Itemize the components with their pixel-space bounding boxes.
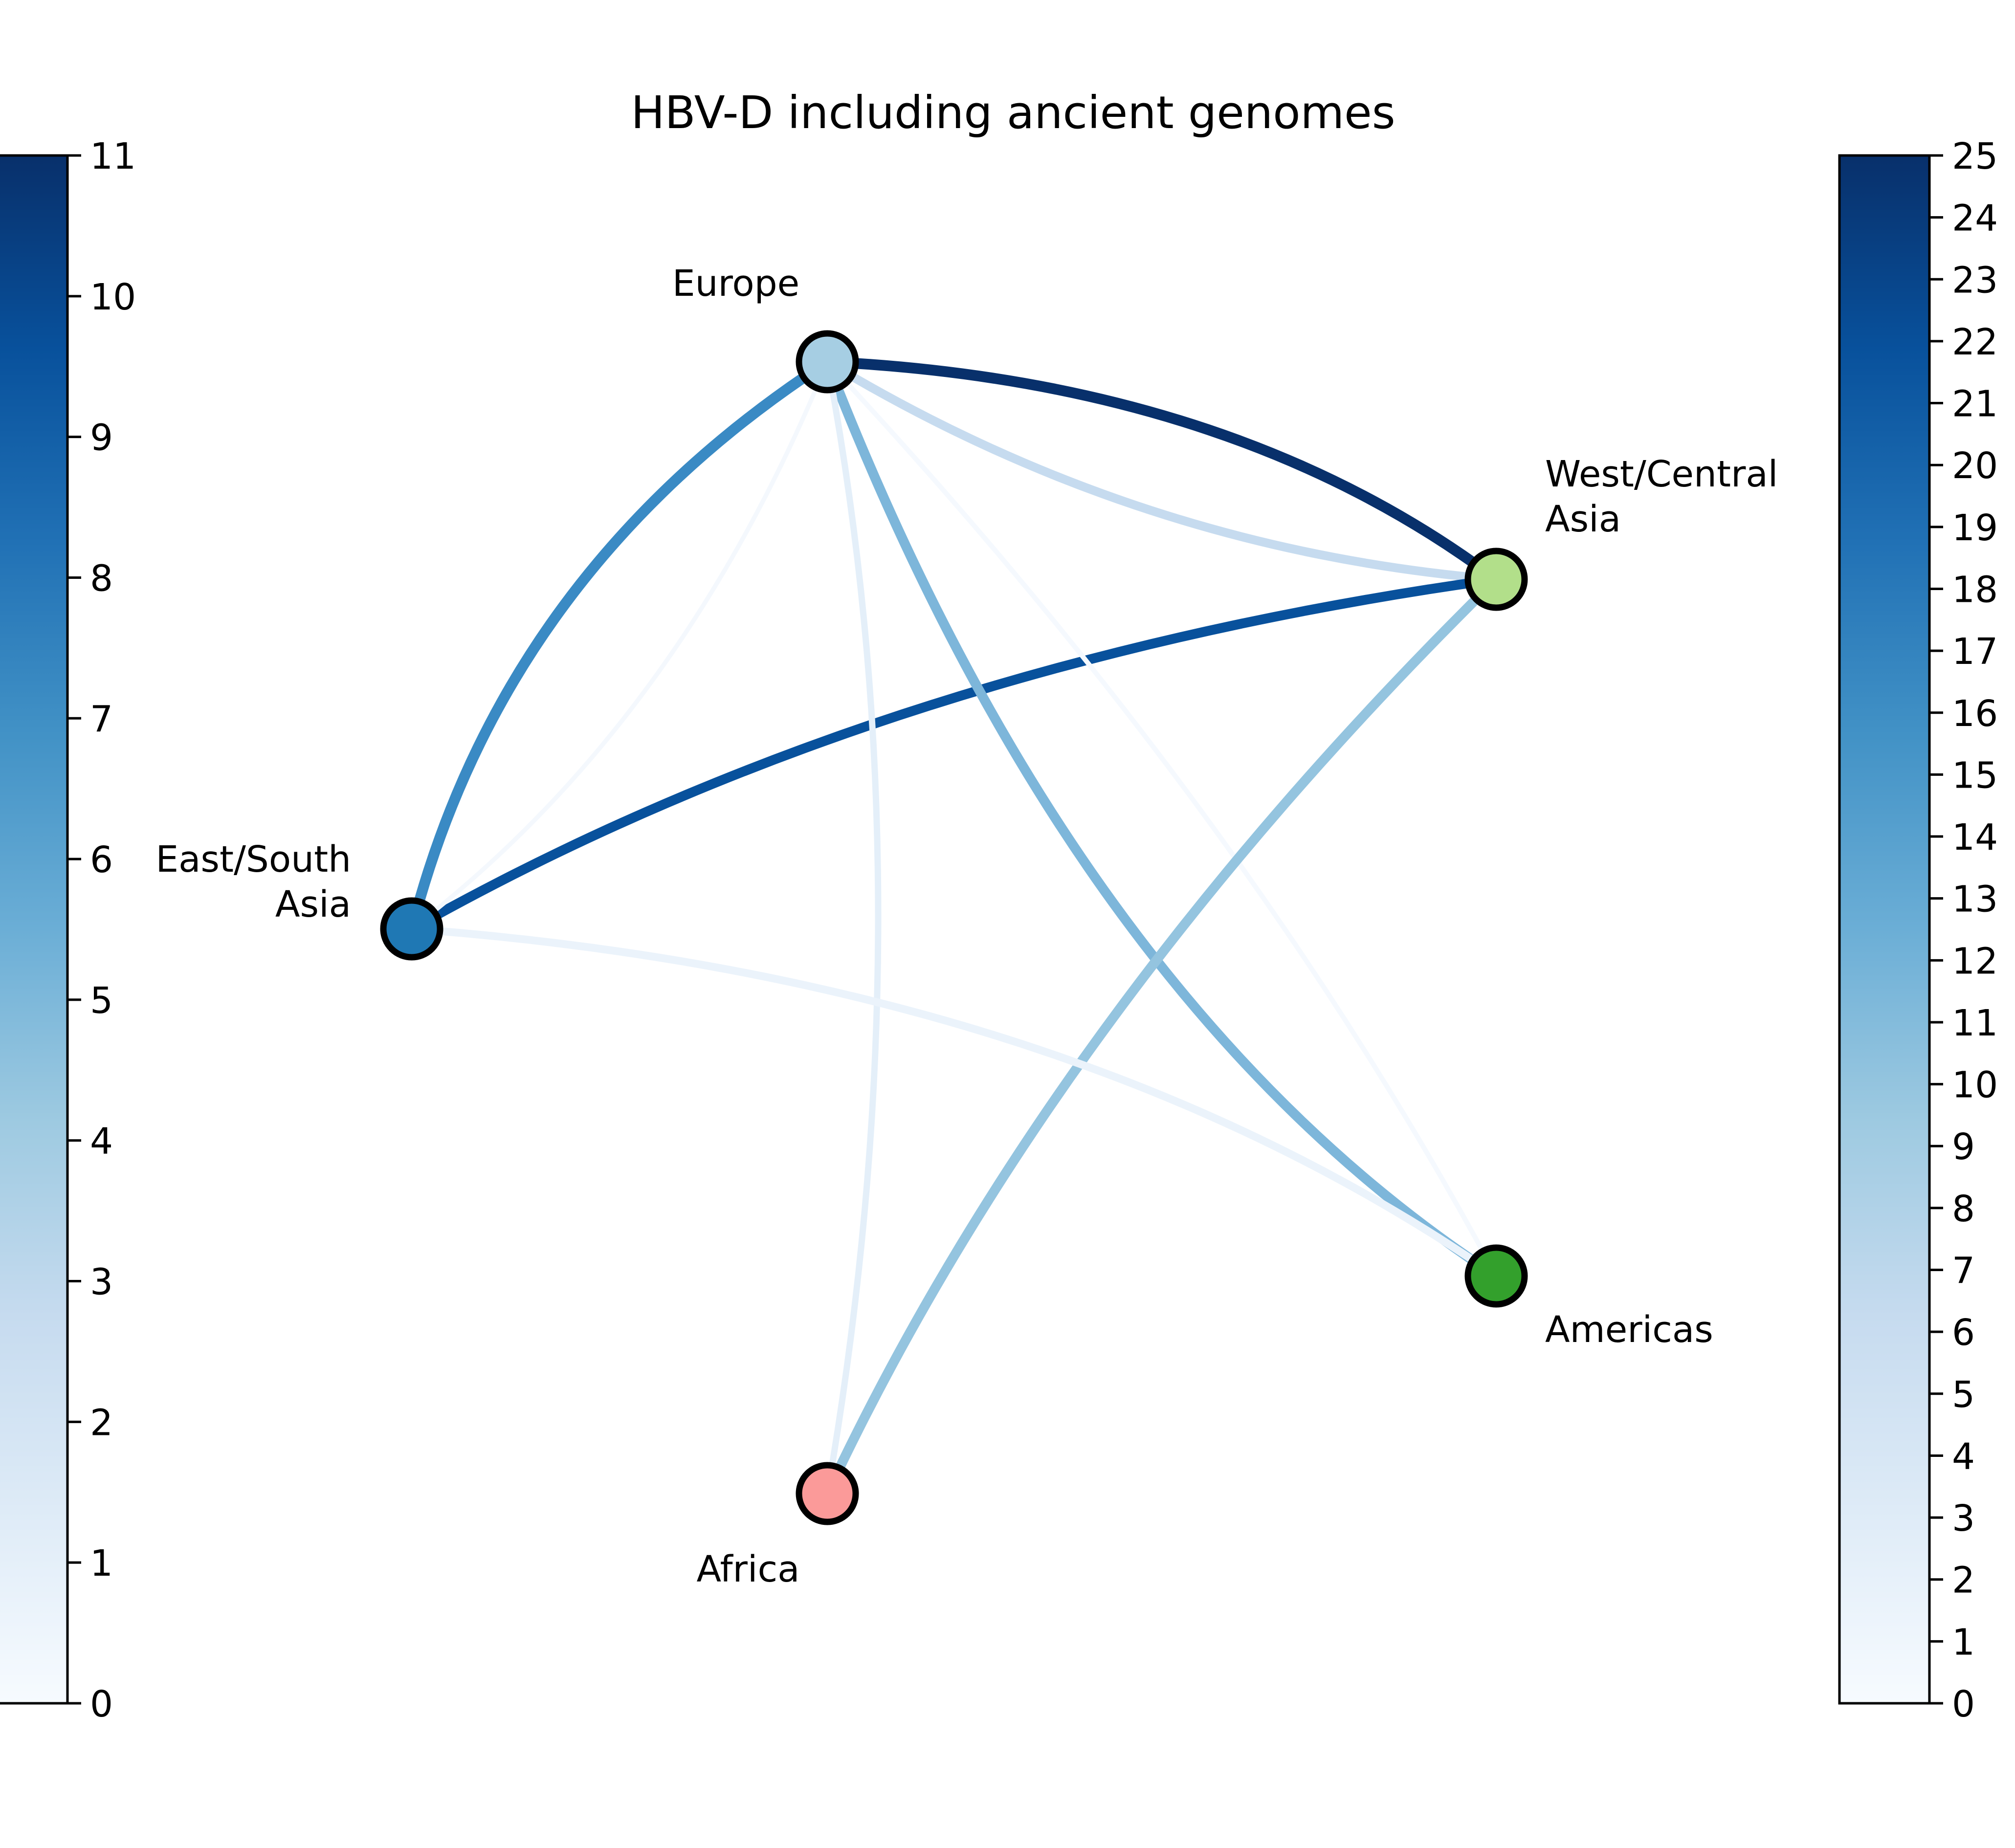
colorbar-right: 0123456789101112131415161718192021222324… [1838, 135, 1998, 1725]
edge-east_south_asia-to-west_central_asia [409, 574, 1497, 933]
cbar-right-tick-label: 8 [1952, 1188, 1975, 1230]
edge-europe-to-east_south_asia [406, 357, 830, 930]
node-label-west_central_asia: West/Central Asia [1545, 453, 1778, 540]
cbar-right-tick-label: 21 [1952, 383, 1998, 425]
edge-europe-to-west_central_asia [827, 356, 1500, 584]
edge-europe-to-west_central_asia [825, 358, 1497, 584]
cbar-right-tick-label: 9 [1952, 1126, 1975, 1168]
cbar-right-tick-label: 4 [1952, 1435, 1975, 1477]
node-label-africa: Africa [696, 1548, 799, 1590]
cbar-left-tick-label: 2 [90, 1402, 113, 1444]
cbar-right-bar [1838, 154, 1931, 1705]
cbar-right-tick-label: 13 [1952, 879, 1998, 921]
cbar-right-tick-label: 1 [1952, 1621, 1975, 1663]
cbar-left-tick-label: 11 [90, 135, 136, 177]
cbar-left-tick-label: 5 [90, 980, 113, 1022]
cbar-right-tick-label: 6 [1952, 1312, 1975, 1354]
colorbar-left: 0 1 2 3 4 5 6 7 8 9 10 11 [0, 135, 136, 1725]
node-americas [1464, 1244, 1528, 1308]
edge-europe-to-americas [825, 360, 1499, 1277]
node-west_central_asia [1464, 548, 1528, 611]
edge-africa-to-west_central_asia [822, 575, 1500, 1496]
cbar-right-tick-label: 3 [1952, 1497, 1975, 1540]
cbar-left-tick-label: 3 [90, 1261, 113, 1303]
cbar-left-tick-label: 4 [90, 1121, 113, 1163]
cbar-right-tick-label: 12 [1952, 940, 1998, 982]
cbar-left-bar [0, 154, 69, 1705]
cbar-right-tick-label: 2 [1952, 1560, 1975, 1602]
node-africa [796, 1462, 859, 1525]
node-east_south_asia [380, 897, 443, 961]
cbar-right-tick-label: 24 [1952, 198, 1998, 240]
edge-africa-to-europe [824, 361, 882, 1495]
cbar-right-tick-label: 18 [1952, 569, 1998, 611]
node-labels-layer: Europe West/Central Asia East/South Asia Amer… [155, 263, 1778, 1590]
edges-layer [406, 356, 1500, 1496]
cbar-left-tick-label: 7 [90, 698, 113, 740]
cbar-right-tick-label: 0 [1952, 1683, 1975, 1725]
cbar-right-tick-label: 23 [1952, 259, 1998, 301]
cbar-right-tick-label: 25 [1952, 135, 1998, 177]
cbar-right-tick-label: 5 [1952, 1374, 1975, 1416]
cbar-left-tick-label: 10 [90, 276, 136, 318]
cbar-right-tick-label: 7 [1952, 1250, 1975, 1292]
node-europe [796, 330, 859, 394]
cbar-left-tick-label: 1 [90, 1542, 113, 1584]
cbar-left-tick-label: 6 [90, 839, 113, 881]
cbar-right-tick-label: 14 [1952, 816, 1998, 858]
cbar-right-tick-label: 16 [1952, 693, 1998, 735]
nodes-layer [380, 330, 1528, 1525]
cbar-left-tick-label: 9 [90, 417, 113, 459]
node-label-east_south_asia: East/South Asia [155, 838, 351, 925]
cbar-left-tick-label: 0 [90, 1683, 113, 1725]
cbar-right-tick-label: 10 [1952, 1064, 1998, 1106]
cbar-right-tick-label: 17 [1952, 631, 1998, 673]
node-label-americas: Americas [1545, 1309, 1713, 1351]
edge-europe-to-americas [822, 360, 1499, 1280]
node-label-europe: Europe [672, 263, 799, 305]
cbar-right-tick-label: 19 [1952, 507, 1998, 549]
edge-east_south_asia-to-europe [410, 361, 830, 931]
diagram-title: HBV-D including ancient genomes [631, 87, 1395, 139]
edge-east_south_asia-to-americas [411, 925, 1499, 1279]
cbar-right-tick-label: 22 [1952, 321, 1998, 363]
cbar-right-tick-label: 15 [1952, 754, 1998, 796]
cbar-right-tick-label: 20 [1952, 445, 1998, 487]
cbar-left-tick-label: 8 [90, 557, 113, 599]
cbar-right-tick-label: 11 [1952, 1002, 1998, 1044]
